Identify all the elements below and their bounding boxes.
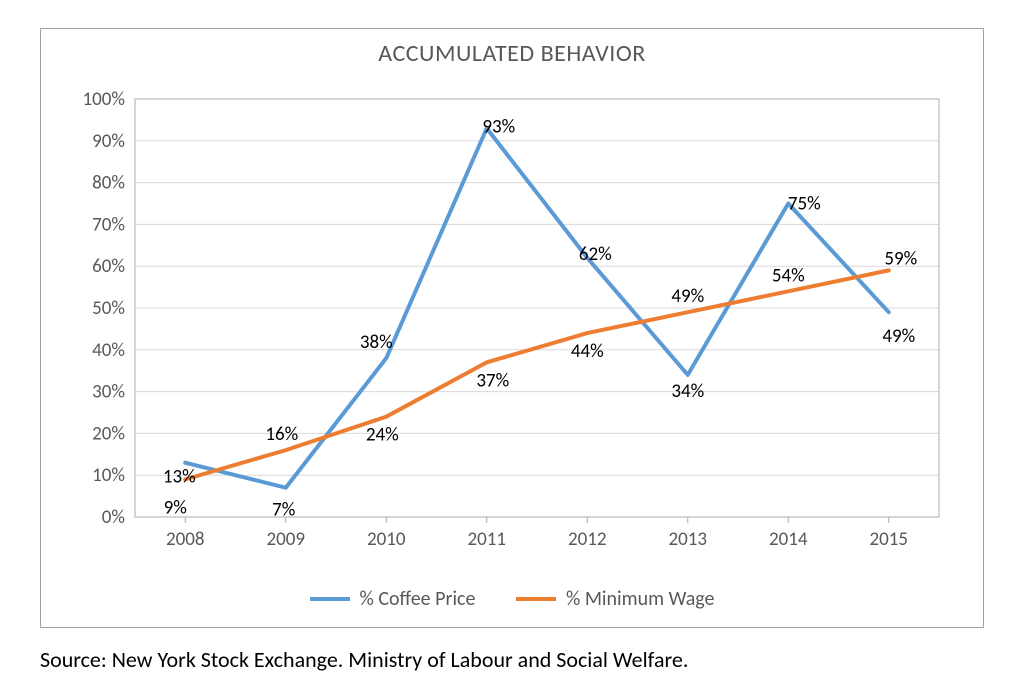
svg-text:59%: 59%	[884, 247, 917, 270]
svg-text:90%: 90%	[92, 130, 125, 153]
svg-text:7%: 7%	[272, 499, 295, 522]
svg-text:9%: 9%	[164, 496, 187, 519]
chart-container: ACCUMULATED BEHAVIOR 0% 10% 20% 30% 40% 50% 60…	[40, 28, 984, 628]
svg-text:70%: 70%	[92, 213, 125, 236]
svg-text:20%: 20%	[92, 422, 125, 445]
svg-text:24%: 24%	[366, 424, 399, 447]
svg-text:0%: 0%	[102, 506, 125, 529]
svg-text:49%: 49%	[882, 325, 915, 348]
svg-text:49%: 49%	[671, 285, 704, 308]
legend-label-coffee: % Coffee Price	[360, 587, 476, 611]
line-chart-svg: 0% 10% 20% 30% 40% 50% 60% 70% 80% 90% 100% 2008 200…	[65, 89, 959, 557]
svg-text:62%: 62%	[579, 243, 612, 266]
svg-text:37%: 37%	[476, 369, 509, 392]
svg-text:2013: 2013	[668, 528, 707, 551]
chart-title: ACCUMULATED BEHAVIOR	[41, 29, 983, 79]
legend-item-coffee: % Coffee Price	[310, 587, 476, 611]
svg-text:60%: 60%	[92, 255, 125, 278]
svg-text:40%: 40%	[92, 339, 125, 362]
plot-area: 0% 10% 20% 30% 40% 50% 60% 70% 80% 90% 100% 2008 200…	[65, 89, 959, 557]
legend-swatch-wage	[516, 597, 556, 601]
svg-text:2010: 2010	[367, 528, 406, 551]
svg-text:2014: 2014	[769, 528, 808, 551]
svg-text:2008: 2008	[166, 528, 205, 551]
svg-text:13%: 13%	[163, 466, 196, 489]
legend-swatch-coffee	[310, 597, 350, 601]
legend: % Coffee Price % Minimum Wage	[41, 583, 983, 611]
svg-text:2012: 2012	[568, 528, 607, 551]
legend-item-wage: % Minimum Wage	[516, 587, 714, 611]
svg-text:10%: 10%	[92, 464, 125, 487]
svg-text:38%: 38%	[360, 331, 393, 354]
svg-text:30%: 30%	[92, 381, 125, 404]
svg-text:54%: 54%	[772, 264, 805, 287]
svg-text:100%: 100%	[83, 89, 125, 111]
svg-text:93%: 93%	[482, 115, 515, 138]
legend-label-wage: % Minimum Wage	[566, 587, 714, 611]
svg-text:75%: 75%	[788, 193, 821, 216]
source-text: Source: New York Stock Exchange. Ministr…	[40, 646, 688, 673]
svg-text:2015: 2015	[869, 528, 908, 551]
svg-text:2011: 2011	[467, 528, 506, 551]
svg-text:50%: 50%	[92, 297, 125, 320]
svg-text:34%: 34%	[671, 380, 704, 403]
svg-text:80%: 80%	[92, 172, 125, 195]
svg-text:44%: 44%	[571, 340, 604, 363]
svg-text:16%: 16%	[265, 423, 298, 446]
svg-text:2009: 2009	[266, 528, 305, 551]
